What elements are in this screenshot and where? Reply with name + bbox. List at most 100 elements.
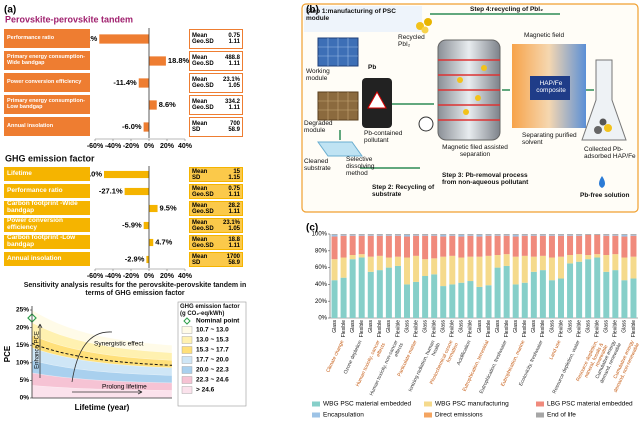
bar-segment bbox=[621, 257, 628, 281]
legend-swatch bbox=[181, 356, 193, 364]
legend-label: LBG PSC material embedded bbox=[547, 401, 633, 408]
bar-segment bbox=[367, 235, 374, 257]
bar-segment bbox=[603, 234, 610, 236]
legend-swatch bbox=[181, 336, 193, 344]
legend-nominal-marker bbox=[183, 317, 191, 325]
bar-segment bbox=[413, 234, 420, 235]
bar-segment bbox=[349, 234, 356, 235]
stat-name: SD bbox=[192, 127, 201, 133]
bar-segment bbox=[467, 235, 474, 257]
bar-segment bbox=[358, 234, 365, 236]
x-tick-label: Glass bbox=[404, 320, 410, 333]
stat-value: 1.11 bbox=[228, 208, 240, 215]
bar-segment bbox=[503, 234, 510, 235]
annotation: Enhance PCE bbox=[35, 331, 41, 369]
stat-name: Geo.SD bbox=[192, 225, 214, 232]
stat-row: Mean 15 bbox=[192, 169, 240, 175]
y-tick-label: 40% bbox=[315, 282, 328, 288]
x-tick-label: Flexible bbox=[359, 320, 365, 337]
bar bbox=[143, 122, 149, 132]
bar-segment bbox=[404, 284, 410, 318]
stat-row: Geo.SD 1.11 bbox=[192, 192, 240, 198]
stat-name: Geo.SD bbox=[192, 39, 214, 45]
bar-segment bbox=[431, 274, 438, 318]
bar-segment bbox=[612, 254, 619, 271]
bar-segment bbox=[331, 234, 338, 235]
bar-segment bbox=[576, 235, 583, 255]
stat-row: Mean 18.8 bbox=[192, 237, 240, 243]
stat-box: Mean 0.75 Geo.SD 1.11 bbox=[189, 29, 243, 49]
bar-segment bbox=[576, 234, 583, 235]
stat-row: Mean 0.75 bbox=[192, 186, 240, 192]
bar-segment bbox=[576, 254, 583, 262]
x-tick-label: Glass bbox=[531, 320, 537, 333]
bar bbox=[149, 100, 157, 110]
stat-box: Mean 23.1% Geo.SD 1.05 bbox=[189, 218, 243, 233]
bar-segment bbox=[404, 234, 410, 237]
stat-box: Mean 488.8 Geo.SD 1.11 bbox=[189, 51, 243, 71]
y-tick-label: 25% bbox=[16, 307, 29, 314]
bar-segment bbox=[476, 234, 483, 235]
bar-segment bbox=[440, 234, 447, 237]
bar bbox=[104, 170, 149, 179]
y-tick-label: 100% bbox=[312, 232, 328, 238]
bar-segment bbox=[349, 255, 356, 260]
bar-segment bbox=[558, 235, 564, 257]
bar-segment bbox=[413, 234, 420, 236]
bar-segment bbox=[494, 234, 501, 236]
legend-label: WBG PSC manufacturing bbox=[435, 401, 509, 408]
stat-value: 1.15 bbox=[228, 174, 240, 181]
stat-box: Mean 1700 SD 58.9 bbox=[189, 252, 243, 267]
x-tick-label: Glass bbox=[549, 320, 555, 333]
bar-segment bbox=[449, 235, 456, 256]
legend-swatch bbox=[181, 326, 193, 334]
bar-segment bbox=[621, 236, 628, 258]
bar-segment bbox=[512, 234, 519, 237]
stat-row: Mean 334.2 bbox=[192, 99, 240, 105]
diagram-label: Selective dissolving method bbox=[346, 156, 375, 178]
x-tick-label: Glass bbox=[513, 320, 519, 333]
flow-arrow bbox=[339, 130, 420, 169]
bar-segment bbox=[548, 257, 555, 281]
legend-swatch bbox=[181, 386, 193, 394]
bar-segment bbox=[603, 234, 610, 235]
bar-segment bbox=[539, 255, 546, 271]
module-grid bbox=[318, 92, 358, 120]
bar-segment bbox=[567, 234, 574, 235]
legend-label: 13.0 ~ 15.3 bbox=[196, 337, 229, 344]
bar-segment bbox=[413, 255, 420, 282]
stat-name: Geo.SD bbox=[192, 61, 214, 67]
stat-name: Mean bbox=[192, 236, 208, 243]
bar-segment bbox=[594, 254, 601, 258]
stat-value: 1.11 bbox=[228, 39, 240, 45]
bar-segment bbox=[630, 234, 637, 236]
x-tick-label: Flexible bbox=[468, 320, 474, 337]
bar-segment bbox=[404, 236, 410, 258]
value-label: -5.9% bbox=[122, 220, 142, 229]
x-tick-label: 40% bbox=[178, 273, 193, 280]
bar-segment bbox=[440, 286, 447, 318]
bar-segment bbox=[539, 235, 546, 256]
nominal-curve bbox=[31, 342, 173, 366]
bar-segment bbox=[449, 255, 456, 285]
bar-segment bbox=[340, 234, 347, 236]
chart-title: Perovskite-perovskite tandem bbox=[5, 14, 133, 24]
legend-swatch bbox=[424, 412, 432, 418]
stat-value: 1.11 bbox=[228, 242, 240, 249]
stat-value: 18.8 bbox=[228, 236, 240, 243]
bar-segment bbox=[404, 234, 410, 235]
diagram-label: Separating purified solvent bbox=[522, 132, 577, 147]
stat-value: 700 bbox=[229, 121, 240, 127]
bar bbox=[138, 78, 149, 88]
y-tick-label: 20% bbox=[16, 324, 29, 331]
category-label: Primary energy consumption-Wide bandgap bbox=[4, 51, 90, 70]
category-label: Primary energy consumption-Low bandgap bbox=[4, 95, 90, 114]
bar-segment bbox=[576, 261, 583, 318]
bar-segment bbox=[521, 234, 528, 235]
bar-segment bbox=[340, 234, 347, 235]
bar-segment bbox=[349, 235, 356, 255]
value-label: 18.8% bbox=[168, 56, 190, 65]
legend-label: Direct emissions bbox=[435, 412, 483, 419]
bar-segment bbox=[385, 235, 392, 258]
